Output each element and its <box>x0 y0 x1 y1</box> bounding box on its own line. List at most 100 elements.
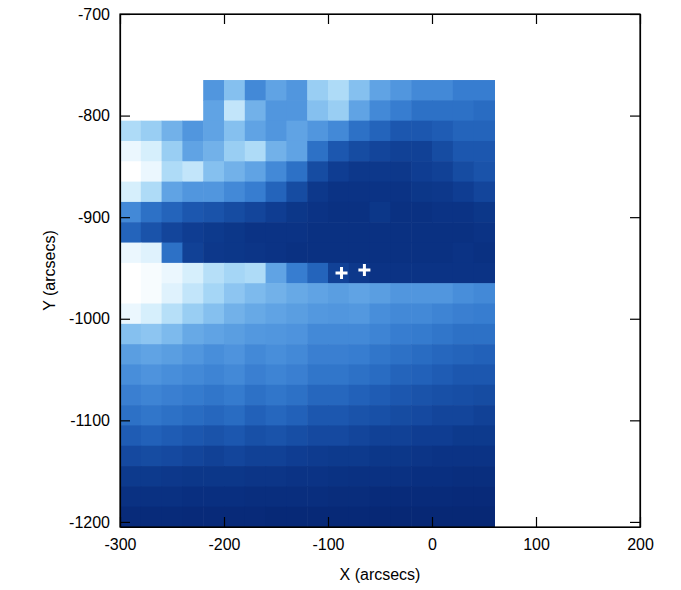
image-cell <box>328 100 349 121</box>
image-cell <box>390 222 411 243</box>
image-cell <box>266 324 287 345</box>
image-cell <box>307 283 328 304</box>
image-cell <box>286 405 307 426</box>
image-cell <box>307 121 328 142</box>
image-cell <box>162 222 183 243</box>
image-cell <box>182 344 203 365</box>
image-cell <box>120 202 141 223</box>
image-cell <box>141 202 162 223</box>
image-cell <box>224 141 245 162</box>
tick-mark <box>120 115 130 116</box>
tick <box>432 14 433 24</box>
image-cell <box>411 324 432 345</box>
image-cell <box>432 425 453 446</box>
image-cell <box>266 385 287 406</box>
tick-mark <box>328 14 329 24</box>
image-cell <box>162 283 183 304</box>
image-cell <box>141 182 162 203</box>
image-cell <box>349 182 370 203</box>
image-cell <box>182 507 203 527</box>
plus-marker <box>358 264 370 276</box>
image-cell <box>453 344 474 365</box>
image-cell <box>141 304 162 325</box>
image-cell <box>286 446 307 467</box>
image-cell <box>328 486 349 507</box>
image-cell <box>453 385 474 406</box>
image-cell <box>224 324 245 345</box>
image-cell <box>432 121 453 142</box>
image-cell <box>245 324 266 345</box>
image-cell <box>203 324 224 345</box>
image-cell <box>203 263 224 284</box>
image-cell <box>390 324 411 345</box>
image-cell <box>224 202 245 223</box>
image-cell <box>432 182 453 203</box>
image-cell <box>411 425 432 446</box>
image-cell <box>453 304 474 325</box>
image-cell <box>162 466 183 487</box>
image-cell <box>266 304 287 325</box>
image-cell <box>349 100 370 121</box>
tick: -800 <box>78 107 130 124</box>
image-cell <box>474 161 495 182</box>
image-cell <box>286 161 307 182</box>
image-cell <box>245 182 266 203</box>
image-cell <box>162 385 183 406</box>
image-cell <box>141 425 162 446</box>
image-cell <box>328 466 349 487</box>
tick-label: -1100 <box>70 412 110 429</box>
image-cell <box>245 161 266 182</box>
image-cell <box>224 364 245 385</box>
image-cell <box>162 425 183 446</box>
image-cell <box>349 263 370 284</box>
image-cell <box>370 405 391 426</box>
image-cell <box>245 425 266 446</box>
tick-label: 100 <box>523 536 550 553</box>
image-cell <box>307 263 328 284</box>
image-cell <box>120 466 141 487</box>
image-cell <box>453 425 474 446</box>
image-cell <box>474 283 495 304</box>
image-cell <box>245 222 266 243</box>
image-cell <box>474 222 495 243</box>
image-cell <box>162 446 183 467</box>
image-cell <box>390 446 411 467</box>
image-cell <box>307 405 328 426</box>
image-cell <box>203 466 224 487</box>
image-cell <box>328 385 349 406</box>
image-cell <box>141 385 162 406</box>
image-cell <box>474 121 495 142</box>
image-cell <box>432 263 453 284</box>
image-cell <box>411 385 432 406</box>
image-cell <box>203 425 224 446</box>
image-cell <box>266 182 287 203</box>
image-cell <box>203 222 224 243</box>
image-cell <box>203 80 224 101</box>
image-cell <box>411 304 432 325</box>
image-cell <box>286 283 307 304</box>
image-cell <box>411 222 432 243</box>
image-cell <box>224 243 245 264</box>
tick <box>224 14 225 24</box>
image-cell <box>390 364 411 385</box>
image-cell <box>474 80 495 101</box>
tick <box>328 14 329 24</box>
image-cell <box>328 182 349 203</box>
image-cell <box>286 507 307 527</box>
image-cell <box>390 263 411 284</box>
image-cell <box>432 405 453 426</box>
image-cell <box>349 141 370 162</box>
image-cell <box>245 304 266 325</box>
image-cell <box>245 466 266 487</box>
image-cell <box>307 446 328 467</box>
y-axis-title: Y (arcsecs) <box>41 230 58 311</box>
image-cell <box>432 202 453 223</box>
image-cell <box>245 364 266 385</box>
image-cell <box>349 507 370 527</box>
image-cell <box>432 283 453 304</box>
image-cell <box>203 283 224 304</box>
image-cell <box>411 182 432 203</box>
image-cell <box>224 405 245 426</box>
image-cell <box>390 425 411 446</box>
image-cell <box>349 486 370 507</box>
